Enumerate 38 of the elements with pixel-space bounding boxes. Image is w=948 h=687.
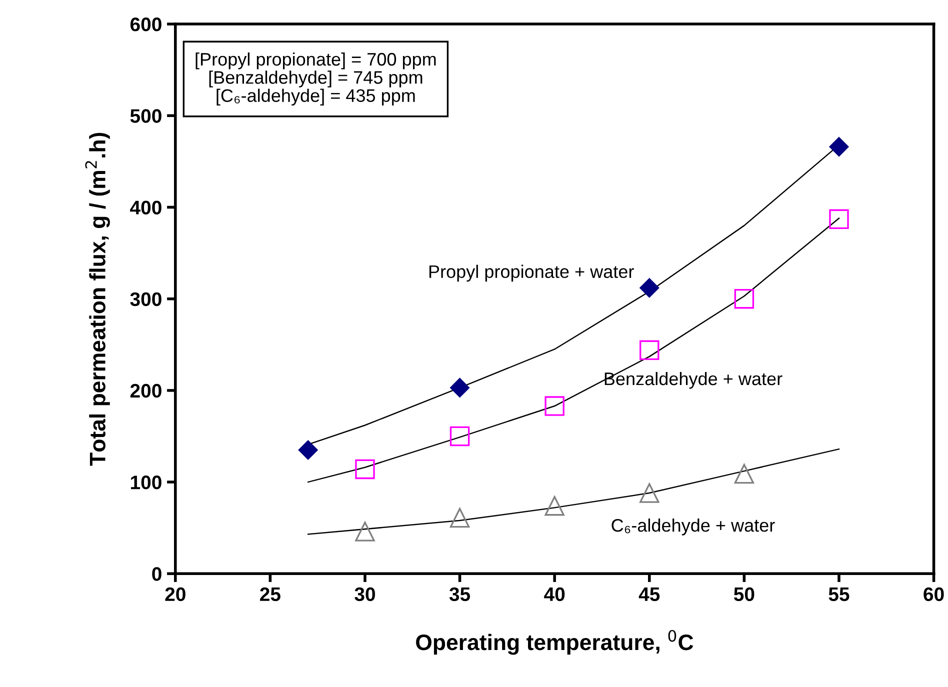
- x-tick-label: 20: [165, 587, 186, 602]
- x-tick-label: 55: [828, 588, 850, 602]
- x-tick-label: 60: [924, 587, 944, 602]
- x-axis-title: Operating temperature, $^{0}$C: [416, 630, 694, 655]
- y-tick-label: 300: [130, 292, 162, 306]
- point: [734, 288, 754, 309]
- x-tick-label: 30: [354, 587, 375, 602]
- point: [450, 508, 470, 528]
- text: Benzaldehyde + water: [604, 372, 782, 389]
- point: [450, 378, 470, 398]
- x-tick-label: 25: [260, 587, 280, 602]
- y-tick-label: 500: [130, 109, 162, 123]
- point: [829, 209, 849, 230]
- y-axis-title: Total permeation flux, g / (m$^{2}$.h): [85, 132, 110, 466]
- line-series: [307, 448, 840, 535]
- point: [734, 464, 754, 484]
- series-label: C₆-aldehyde + water: [612, 518, 775, 536]
- y-tick-label: 400: [130, 200, 162, 214]
- y-tick-label: 0: [152, 567, 162, 581]
- y-tick-label: 200: [130, 384, 162, 398]
- x-tick-label: 50: [734, 587, 754, 602]
- point: [355, 522, 375, 542]
- point: [355, 459, 375, 480]
- point: [640, 340, 660, 360]
- point: [450, 426, 470, 446]
- x-tick-label: 35: [449, 587, 470, 602]
- y-tick-label: 600: [130, 18, 162, 32]
- annotation: [Propyl propionate] = 700 ppm [Benzaldehyde] = 745 ppm [C₆-aldehyde] = 435 ppm: [196, 52, 436, 106]
- series-label: Propyl propionate + water: [429, 264, 634, 282]
- point: [298, 440, 318, 460]
- point: [544, 496, 564, 516]
- x-tick-label: 40: [544, 587, 565, 602]
- y-tick-label: 100: [130, 476, 162, 490]
- x-tick-label: 45: [638, 588, 660, 602]
- point: [544, 396, 564, 416]
- point: [829, 137, 849, 156]
- point: [640, 278, 660, 298]
- point: [640, 483, 660, 503]
